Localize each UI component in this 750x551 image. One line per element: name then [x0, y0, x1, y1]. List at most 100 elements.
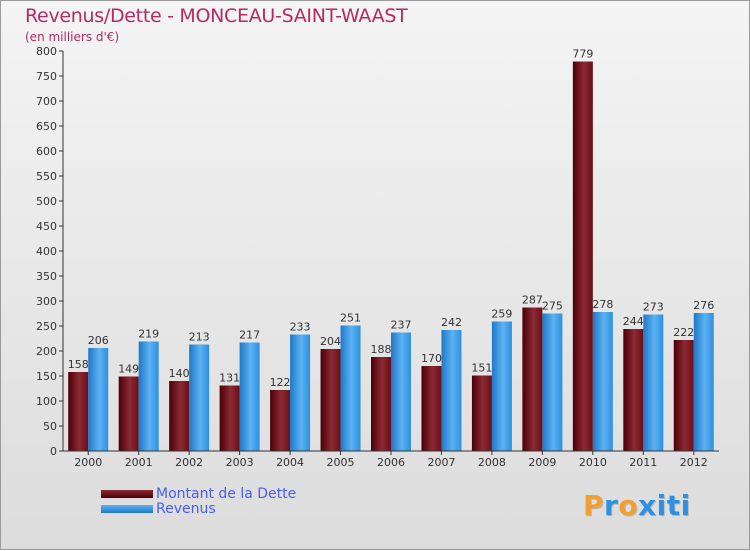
data-label-debt: 131: [219, 372, 240, 385]
x-tick-label: 2006: [377, 456, 405, 469]
legend-label-revenus: Revenus: [156, 501, 216, 517]
data-label-revenus: 213: [189, 331, 210, 344]
bar-revenus: [189, 344, 210, 451]
bar-debt: [270, 390, 291, 451]
y-tick-label: 450: [36, 220, 57, 233]
x-tick-label: 2008: [478, 456, 506, 469]
data-label-debt: 779: [572, 48, 593, 61]
x-tick-label: 2000: [74, 456, 102, 469]
bar-revenus: [340, 325, 361, 451]
y-tick-label: 150: [36, 370, 57, 383]
bars: 158 206 149 219 140 213 131 217 122 233 204 251 188 2…: [68, 48, 714, 451]
logo-letter: P: [583, 489, 605, 522]
data-label-debt: 151: [471, 362, 492, 375]
x-tick-label: 2010: [579, 456, 607, 469]
bar-revenus: [391, 332, 411, 451]
legend-swatch-debt: [101, 490, 153, 498]
data-label-debt: 287: [522, 294, 543, 307]
x-tick-label: 2004: [276, 456, 304, 469]
logo-letter: x: [638, 489, 657, 522]
data-label-debt: 149: [118, 363, 139, 376]
data-label-revenus: 276: [693, 299, 714, 312]
data-label-debt: 244: [623, 315, 644, 328]
data-label-revenus: 233: [290, 321, 311, 334]
chart-title: Revenus/Dette - MONCEAU-SAINT-WAAST: [25, 5, 408, 27]
bar-revenus: [592, 312, 613, 451]
y-axis: 0 50 100 150 200 250 300 350 400 450 500 550 600 650 7…: [36, 45, 64, 458]
y-tick-label: 300: [36, 295, 57, 308]
x-tick-label: 2011: [629, 456, 657, 469]
x-tick-label: 2007: [427, 456, 455, 469]
data-label-debt: 204: [320, 335, 341, 348]
bar-debt: [118, 376, 139, 451]
y-tick-label: 250: [36, 320, 57, 333]
x-tick-label: 2012: [680, 456, 708, 469]
x-axis: 2000 2001 2002 2003 2004 2005 2006 2007 2008 2009…: [63, 450, 719, 469]
logo-letter: i: [680, 489, 691, 522]
data-label-revenus: 219: [138, 328, 159, 341]
bar-revenus: [693, 313, 714, 451]
logo-letter: r: [604, 489, 619, 522]
legend-swatch-revenus: [101, 505, 153, 513]
x-tick-label: 2002: [175, 456, 203, 469]
data-label-revenus: 278: [592, 298, 613, 311]
y-tick-label: 200: [36, 345, 57, 358]
y-tick-label: 100: [36, 395, 57, 408]
bar-debt: [522, 307, 543, 451]
y-tick-label: 0: [50, 445, 57, 458]
logo-letter: o: [618, 489, 639, 522]
logo-letter: i: [656, 489, 667, 522]
bar-debt: [673, 340, 694, 451]
bar-revenus: [441, 330, 462, 451]
data-label-debt: 170: [421, 352, 442, 365]
logo-letter: t: [666, 489, 681, 522]
bar-debt: [68, 372, 89, 451]
data-label-revenus: 251: [340, 312, 361, 325]
y-tick-label: 350: [36, 270, 57, 283]
proxiti-logo: Proxiti: [583, 489, 691, 522]
bar-debt: [421, 366, 442, 451]
chart-subtitle: (en milliers d'€): [25, 30, 120, 44]
data-label-revenus: 273: [643, 301, 664, 314]
data-label-debt: 140: [169, 367, 190, 380]
data-label-revenus: 237: [391, 319, 412, 332]
data-label-revenus: 242: [441, 316, 462, 329]
bar-debt: [572, 61, 593, 451]
y-tick-label: 50: [43, 420, 57, 433]
data-label-revenus: 275: [542, 300, 563, 313]
legend-label-debt: Montant de la Dette: [156, 486, 297, 502]
bar-revenus: [239, 342, 260, 451]
y-tick-label: 650: [36, 120, 57, 133]
data-label-debt: 158: [68, 358, 89, 371]
y-tick-label: 800: [36, 45, 57, 58]
y-tick-label: 750: [36, 70, 57, 83]
data-label-revenus: 206: [88, 334, 109, 347]
bar-debt: [623, 329, 644, 451]
x-tick-label: 2001: [125, 456, 153, 469]
data-label-debt: 122: [270, 376, 291, 389]
bar-revenus: [542, 313, 563, 451]
data-label-revenus: 259: [491, 308, 512, 321]
bar-debt: [320, 349, 341, 451]
bar-revenus: [138, 341, 159, 451]
y-tick-label: 400: [36, 245, 57, 258]
bar-debt: [219, 385, 240, 451]
bar-revenus: [643, 314, 664, 451]
bar-debt: [471, 375, 492, 451]
bar-revenus: [88, 348, 109, 451]
x-tick-label: 2005: [327, 456, 355, 469]
data-label-revenus: 217: [239, 329, 260, 342]
bar-revenus: [290, 334, 311, 451]
y-tick-label: 700: [36, 95, 57, 108]
x-tick-label: 2009: [528, 456, 556, 469]
y-tick-label: 600: [36, 145, 57, 158]
x-tick-label: 2003: [226, 456, 254, 469]
data-label-debt: 222: [673, 326, 694, 339]
bar-debt: [169, 381, 190, 451]
bar-debt: [371, 357, 391, 451]
y-tick-label: 550: [36, 170, 57, 183]
data-label-debt: 188: [371, 343, 392, 356]
bar-revenus: [491, 321, 512, 451]
